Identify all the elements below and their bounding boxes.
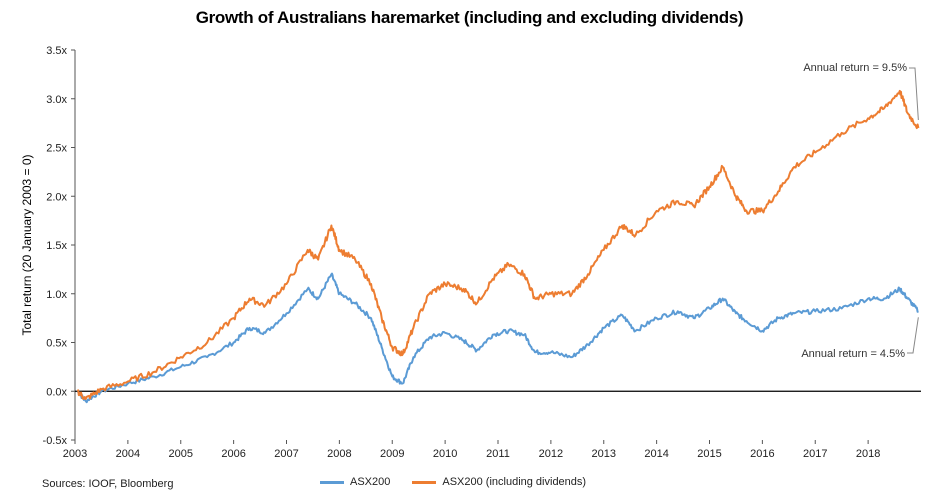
chart-title: Growth of Australians haremarket (includ…	[195, 8, 744, 27]
legend: ASX200 ASX200 (including dividends)	[320, 476, 586, 488]
annotation-label-asx200: Annual return = 4.5%	[801, 348, 905, 360]
legend-label-asx200: ASX200	[350, 476, 391, 488]
series-line-asx200-dividends	[76, 89, 920, 401]
y-tick-label: 3.5x	[46, 45, 67, 57]
legend-label-asx200-dividends: ASX200 (including dividends)	[442, 476, 587, 488]
y-tick-label: -0.5x	[43, 435, 68, 447]
series-line-asx200	[76, 272, 919, 404]
axes-layer	[74, 50, 921, 440]
x-tick-label: 2011	[486, 448, 510, 460]
x-tick-label: 2008	[327, 448, 351, 460]
x-tick-label: 2016	[750, 448, 774, 460]
x-tick-label: 2004	[116, 448, 140, 460]
annotation-leader-dividends	[909, 67, 919, 121]
x-tick-label: 2005	[169, 448, 193, 460]
y-tick-label: 2.0x	[46, 191, 67, 203]
legend-item-asx200: ASX200	[320, 476, 390, 488]
x-tick-label: 2017	[803, 448, 827, 460]
x-tick-label: 2007	[274, 448, 298, 460]
y-tick-label: 1.0x	[46, 289, 67, 301]
y-tick-labels: 3.5x 3.0x 2.5x 2.0x 1.5x 1.0x 0.5x 0.0x -0.5x	[43, 45, 75, 447]
x-tick-label: 2015	[697, 448, 721, 460]
x-tick-label: 2013	[592, 448, 616, 460]
y-tick-label: 2.5x	[46, 143, 67, 155]
x-tick-label: 2014	[644, 448, 668, 460]
series-layer	[76, 89, 920, 404]
y-tick-label: 1.5x	[46, 240, 67, 252]
x-tick-label: 2006	[221, 448, 245, 460]
y-tick-label: 3.0x	[46, 94, 67, 106]
annotations-layer: Annual return = 9.5% Annual return = 4.5%	[801, 62, 919, 360]
legend-swatch-asx200	[320, 480, 344, 484]
source-note: Sources: IOOF, Bloomberg	[42, 478, 174, 490]
annotation-leader-asx200	[907, 317, 919, 354]
x-tick-label: 2012	[539, 448, 563, 460]
x-tick-label: 2010	[433, 448, 457, 460]
annotation-label-dividends: Annual return = 9.5%	[803, 62, 907, 74]
legend-item-asx200-dividends: ASX200 (including dividends)	[412, 476, 586, 488]
x-tick-label: 2009	[380, 448, 404, 460]
y-tick-label: 0.0x	[46, 386, 67, 398]
legend-swatch-asx200-dividends	[412, 480, 437, 484]
x-tick-labels: 2003 2004 2005 2006 2007 2008 2009 2010 2011 2012…	[63, 440, 880, 460]
y-tick-label: 0.5x	[46, 338, 67, 350]
x-tick-label: 2018	[856, 448, 880, 460]
x-tick-label: 2003	[63, 448, 87, 460]
